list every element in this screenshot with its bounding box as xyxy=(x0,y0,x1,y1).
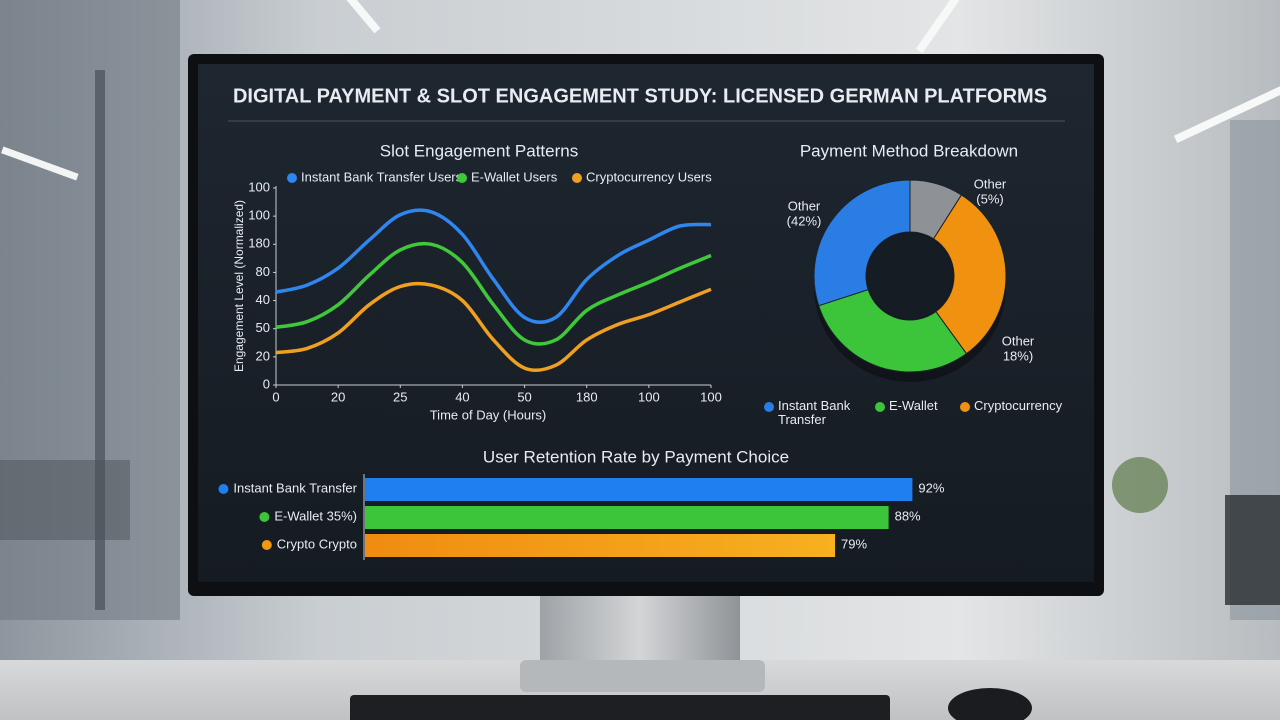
category-label: Instant Bank Transfer xyxy=(233,480,357,495)
y-tick-label: 100 xyxy=(248,208,270,223)
bar xyxy=(365,506,889,529)
value-label: 92% xyxy=(918,480,944,495)
chair xyxy=(1225,495,1280,605)
x-tick-label: 0 xyxy=(272,389,279,404)
chart-title: Payment Method Breakdown xyxy=(800,141,1018,160)
legend-label: Cryptocurrency xyxy=(974,399,1063,413)
y-tick-label: 20 xyxy=(256,348,270,363)
pie-annotation: Other xyxy=(974,176,1007,191)
x-tick-label: 100 xyxy=(638,389,660,404)
legend-dot xyxy=(572,173,582,183)
legend-label: Cryptocurrency Users xyxy=(586,169,712,184)
y-tick-label: 80 xyxy=(256,264,270,279)
ceiling-light xyxy=(1,146,79,181)
keyboard xyxy=(350,695,890,720)
mouse xyxy=(948,688,1032,720)
chart-title: User Retention Rate by Payment Choice xyxy=(483,447,789,466)
legend-label: E-Wallet Users xyxy=(471,169,558,184)
pie-annotation: Other xyxy=(788,198,821,213)
legend-dot xyxy=(287,173,297,183)
window-frame xyxy=(95,70,105,610)
category-label: E-Wallet 35%) xyxy=(274,508,357,523)
ceiling-light xyxy=(1173,85,1280,143)
category-label: Crypto Crypto xyxy=(277,536,357,551)
ceiling-light xyxy=(329,0,381,34)
y-tick-label: 100 xyxy=(248,179,270,194)
legend-dot xyxy=(875,402,885,412)
legend-item: Cryptocurrency xyxy=(974,399,1063,413)
legend-dot xyxy=(457,173,467,183)
stand-base xyxy=(520,660,765,692)
y-axis-label: Engagement Level (Normalized) xyxy=(232,200,246,372)
legend-dot xyxy=(261,540,272,550)
x-axis-label: Time of Day (Hours) xyxy=(430,407,547,422)
legend-item: Instant Bank Transfer xyxy=(778,399,851,427)
legend-label: E-Wallet xyxy=(889,399,938,413)
x-tick-label: 50 xyxy=(517,389,531,404)
legend-label: Instant Bank Transfer Users xyxy=(301,169,463,184)
y-tick-label: 50 xyxy=(256,320,270,335)
legend-dot xyxy=(259,512,270,522)
value-label: 79% xyxy=(841,536,867,551)
x-tick-label: 25 xyxy=(393,389,407,404)
line-series xyxy=(275,281,712,373)
ceiling-light xyxy=(915,0,975,54)
line-series xyxy=(275,241,712,346)
pie-slice xyxy=(813,179,911,307)
x-tick-label: 100 xyxy=(700,389,722,404)
pie-annotation: (42%) xyxy=(787,213,822,228)
chart-title: Slot Engagement Patterns xyxy=(380,141,578,160)
pie-hole xyxy=(867,233,953,319)
dashboard-title: DIGITAL PAYMENT & SLOT ENGAGEMENT STUDY:… xyxy=(233,85,1047,107)
legend-item: E-Wallet xyxy=(889,399,938,413)
pie-slice xyxy=(932,194,1007,355)
value-label: 88% xyxy=(895,508,921,523)
pie-annotation: 18%) xyxy=(1003,348,1033,363)
monitor-stand xyxy=(540,590,740,670)
legend-dot xyxy=(960,402,970,412)
x-tick-label: 40 xyxy=(455,389,469,404)
legend-label: Instant Bank Transfer xyxy=(778,399,851,427)
bar xyxy=(365,534,836,557)
legend-dot xyxy=(218,484,229,494)
y-tick-label: 40 xyxy=(256,292,270,307)
chair xyxy=(0,460,130,540)
pie-slice xyxy=(818,288,968,373)
x-tick-label: 20 xyxy=(331,389,345,404)
y-tick-label: 180 xyxy=(248,236,270,251)
y-tick-label: 0 xyxy=(263,376,270,391)
legend-dot xyxy=(764,402,774,412)
pie-annotation: Other xyxy=(1002,333,1035,348)
pie-annotation: (5%) xyxy=(976,191,1003,206)
x-tick-label: 180 xyxy=(576,389,598,404)
plant xyxy=(1112,457,1168,513)
line-series xyxy=(275,208,712,324)
bar xyxy=(365,478,913,501)
